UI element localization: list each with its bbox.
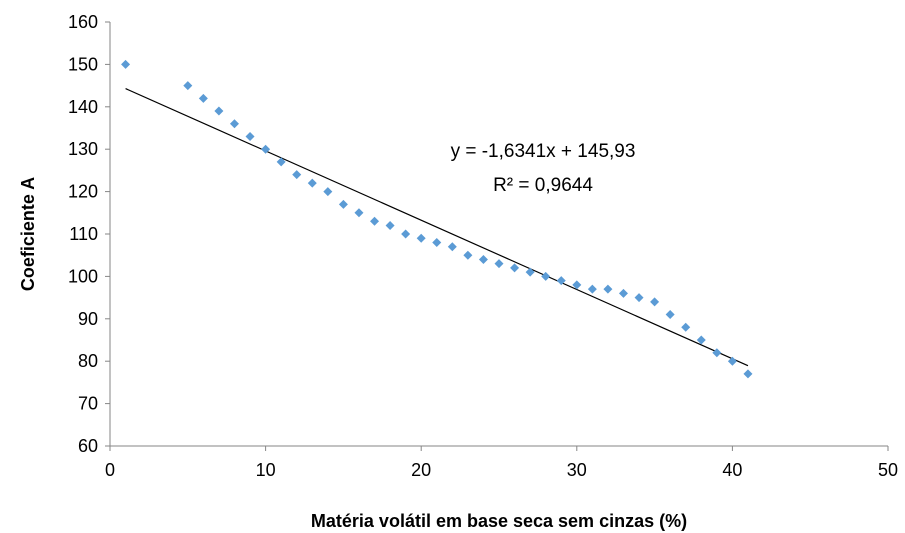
trendline-equation: y = -1,6341x + 145,93 [451, 141, 636, 162]
data-point [276, 157, 286, 167]
data-point [261, 144, 271, 154]
y-tick-label: 100 [68, 266, 98, 286]
data-point [541, 271, 551, 281]
y-tick-label: 110 [69, 224, 98, 244]
data-point [370, 216, 380, 226]
y-tick-label: 120 [68, 182, 98, 202]
x-tick-label: 30 [567, 460, 587, 480]
y-tick-label: 70 [78, 394, 98, 414]
data-point [525, 267, 535, 277]
data-point [214, 106, 224, 116]
x-tick-label: 40 [722, 460, 742, 480]
data-point [587, 284, 597, 294]
data-point [447, 242, 457, 252]
y-tick-label: 130 [68, 139, 98, 159]
data-point [198, 93, 208, 103]
data-point [478, 254, 488, 264]
r-squared-label: R² = 0,9644 [493, 175, 593, 196]
data-point [416, 233, 426, 243]
data-point [292, 170, 302, 180]
data-point [121, 59, 131, 69]
data-point [229, 119, 239, 129]
y-tick-label: 90 [78, 309, 98, 329]
data-point [432, 237, 442, 247]
trendline-group [125, 88, 749, 367]
data-point [245, 131, 255, 141]
y-tick-label: 140 [68, 97, 98, 117]
data-point [307, 178, 317, 188]
x-tick-label: 50 [878, 460, 898, 480]
data-point [743, 369, 753, 379]
y-tick-label: 150 [68, 54, 98, 74]
trendline [125, 88, 749, 367]
data-point [572, 280, 582, 290]
y-tick-label: 60 [78, 436, 98, 456]
x-axis-ticks: 0 10 20 30 40 50 [105, 446, 898, 480]
x-tick-label: 0 [105, 460, 115, 480]
data-point [354, 208, 364, 218]
y-tick-label: 160 [68, 12, 98, 32]
data-points [121, 59, 753, 379]
x-tick-label: 20 [411, 460, 431, 480]
data-point [634, 293, 644, 303]
data-point [401, 229, 411, 239]
data-point [338, 199, 348, 209]
data-point [323, 187, 333, 197]
x-tick-label: 10 [256, 460, 276, 480]
data-point [510, 263, 520, 273]
data-point [494, 259, 504, 269]
data-point [183, 81, 193, 91]
data-point [681, 322, 691, 332]
data-point [463, 250, 473, 260]
y-axis-ticks: 60 70 80 90 100 110 120 130 140 150 160 [68, 12, 110, 456]
data-point [556, 276, 566, 286]
y-tick-label: 80 [78, 351, 98, 371]
data-point [665, 310, 675, 320]
y-axis-title: Coeficiente A [18, 177, 38, 291]
data-point [603, 284, 613, 294]
x-axis-title: Matéria volátil em base seca sem cinzas … [311, 511, 687, 531]
data-point [712, 348, 722, 358]
data-point [385, 221, 395, 231]
data-point [618, 288, 628, 298]
chart-axes [109, 22, 888, 447]
data-point [650, 297, 660, 307]
data-point [696, 335, 706, 345]
data-point [727, 356, 737, 366]
